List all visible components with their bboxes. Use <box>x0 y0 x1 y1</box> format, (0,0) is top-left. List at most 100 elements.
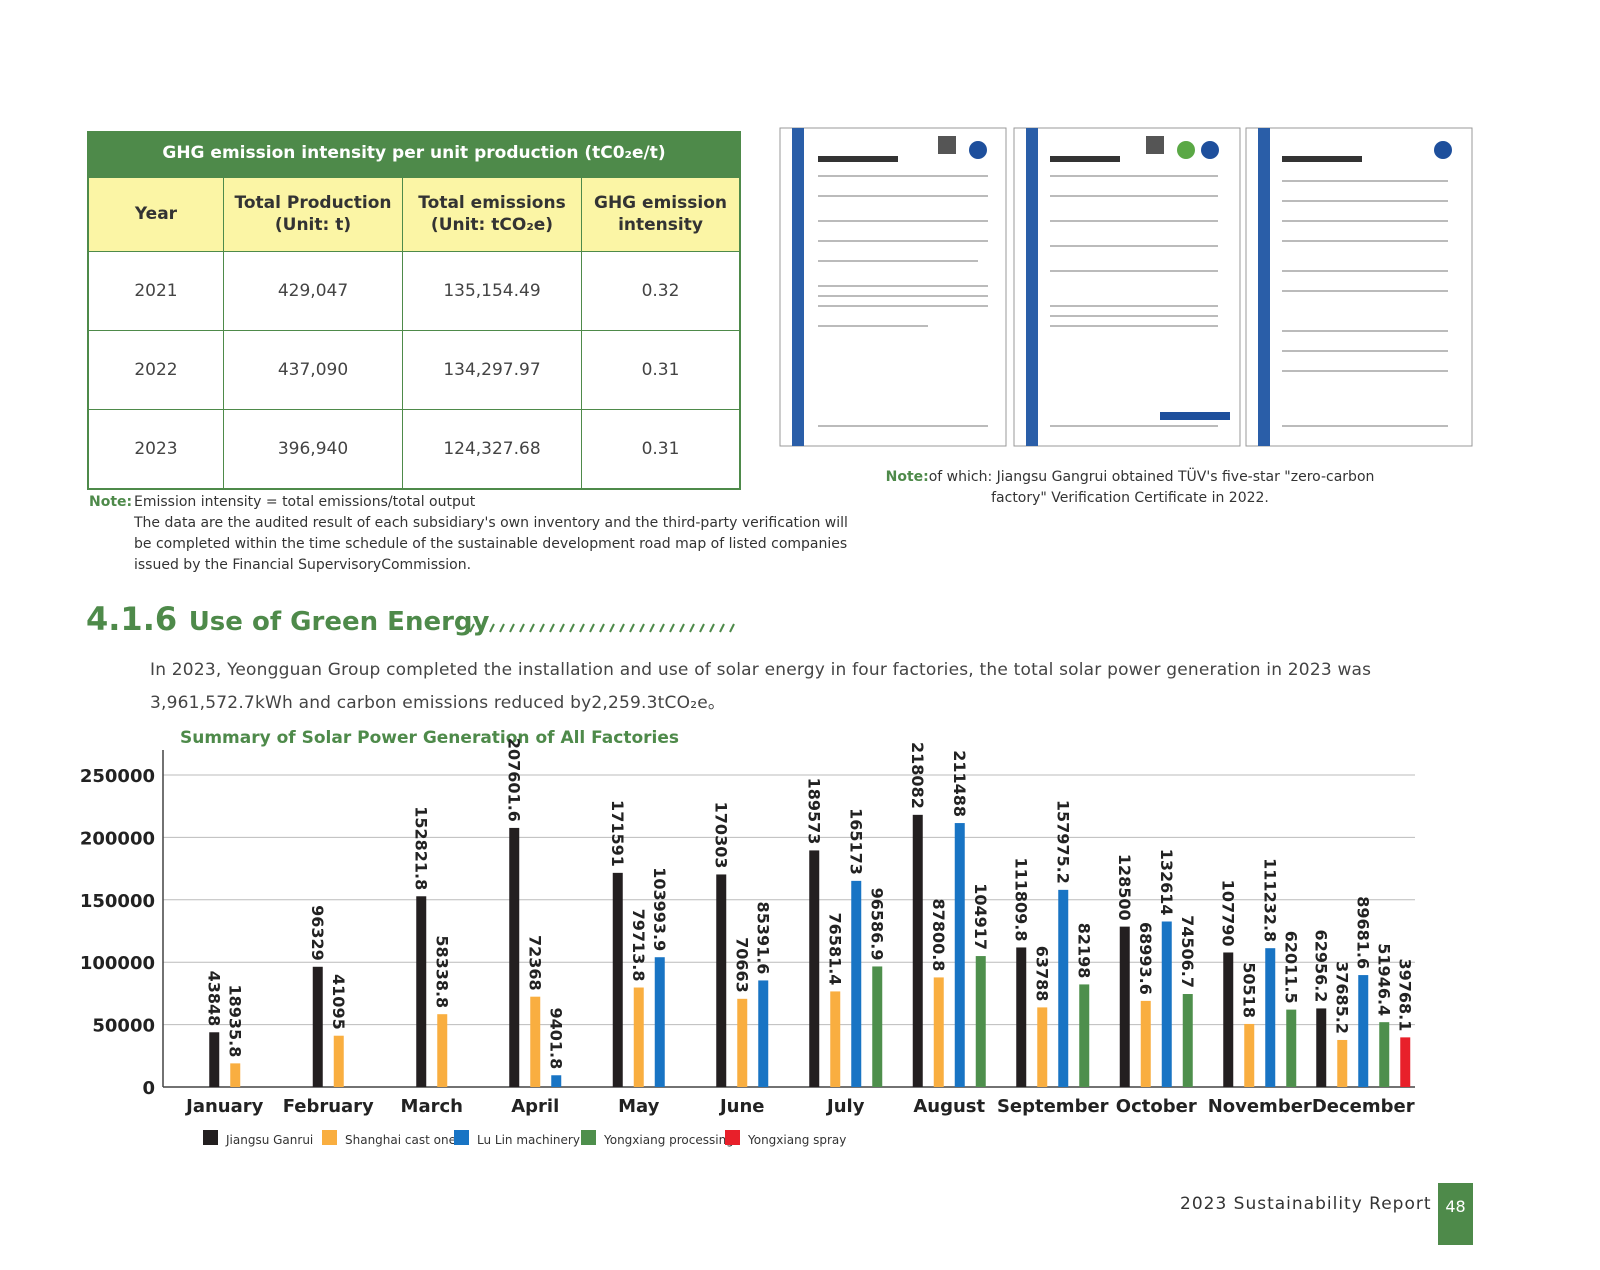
page-number: 48 <box>1438 1183 1473 1245</box>
value-label: 72368 <box>525 935 544 991</box>
note-line: Emission intensity = total emissions/tot… <box>134 494 476 510</box>
heading-decoration <box>469 623 735 633</box>
value-label: 104917 <box>971 883 990 950</box>
bar <box>633 987 644 1087</box>
value-label: 96586.9 <box>867 888 886 961</box>
bar <box>530 996 541 1087</box>
note-label: Note: <box>89 494 133 510</box>
value-label: 107790 <box>1218 880 1237 947</box>
certificates <box>779 127 1473 447</box>
cell: 0.32 <box>581 250 741 331</box>
x-tick-label: June <box>718 1096 765 1117</box>
certificate <box>1013 127 1241 447</box>
y-tick-label: 0 <box>142 1078 155 1099</box>
x-tick-label: October <box>1116 1096 1197 1117</box>
bar <box>209 1032 220 1087</box>
value-label: 157975.2 <box>1053 800 1072 884</box>
table-title: GHG emission intensity per unit producti… <box>87 131 741 176</box>
cell: 429,047 <box>223 250 403 331</box>
row: 2022 437,090 134,297.97 0.31 <box>87 329 741 410</box>
value-label: 68993.6 <box>1136 922 1155 995</box>
cell: 2021 <box>87 250 224 331</box>
x-tick-label: November <box>1208 1096 1312 1117</box>
header-cell: Total Production (Unit: t) <box>223 176 403 252</box>
value-label: 132614 <box>1157 849 1176 916</box>
value-label: 170303 <box>711 802 730 869</box>
bar <box>1244 1023 1255 1087</box>
note-line: The data are the audited result of each … <box>134 515 848 531</box>
value-label: 152821.8 <box>411 806 430 890</box>
section-title: Use of Green Energy <box>188 607 490 637</box>
value-label: 50518 <box>1239 962 1258 1018</box>
bar <box>1223 952 1234 1087</box>
value-label: 96329 <box>308 905 327 961</box>
bar <box>872 966 883 1087</box>
cell: 0.31 <box>581 329 741 410</box>
x-tick-label: April <box>511 1096 559 1117</box>
value-label: 165173 <box>846 808 865 875</box>
value-label: 211488 <box>950 750 969 817</box>
header-cell: Total emissions (Unit: tCO₂e) <box>402 176 582 252</box>
cell: 135,154.49 <box>402 250 582 331</box>
certificate <box>779 127 1007 447</box>
value-label: 41095 <box>329 974 348 1030</box>
note-line: issued by the Financial SupervisoryCommi… <box>134 557 472 573</box>
note-line: be completed within the time schedule of… <box>134 536 848 552</box>
bar <box>437 1014 448 1087</box>
cell: 124,327.68 <box>402 408 582 489</box>
bar <box>1140 1000 1151 1087</box>
bar <box>1286 1009 1297 1087</box>
bar <box>1058 889 1069 1087</box>
bar <box>851 880 862 1087</box>
bar <box>312 966 323 1087</box>
bar <box>1265 948 1276 1087</box>
chart-title: Summary of Solar Power Generation of All… <box>180 728 679 748</box>
cell: 0.31 <box>581 408 741 489</box>
value-label: 218082 <box>908 742 927 809</box>
bar <box>1119 926 1130 1087</box>
y-tick-label: 200000 <box>80 828 155 849</box>
y-tick-label: 150000 <box>80 891 155 912</box>
paragraph-line: 3,961,572.7kWh and carbon emissions redu… <box>150 693 726 713</box>
emission-table: GHG emission intensity per unit producti… <box>87 131 741 490</box>
value-label: 62011.5 <box>1281 931 1300 1004</box>
paragraph: In 2023, Yeongguan Group completed the i… <box>150 654 1371 720</box>
value-label: 51946.4 <box>1374 943 1393 1016</box>
certificate <box>1245 127 1473 447</box>
bar <box>551 1075 562 1087</box>
value-label: 103993.9 <box>650 867 669 951</box>
certificate-note: Note:of which: Jiangsu Gangrui obtained … <box>780 467 1480 509</box>
value-label: 70663 <box>732 937 751 993</box>
value-label: 111809.8 <box>1011 857 1030 941</box>
value-label: 82198 <box>1074 923 1093 979</box>
x-tick-label: December <box>1312 1096 1415 1117</box>
bar <box>1358 975 1369 1087</box>
legend-label: Yongxiang processing <box>603 1133 734 1147</box>
y-tick-label: 250000 <box>80 766 155 787</box>
bar <box>975 956 986 1087</box>
x-tick-label: March <box>401 1096 463 1117</box>
section-number: 4.1.6 <box>86 600 178 638</box>
y-tick-label: 50000 <box>92 1016 155 1037</box>
value-label: 18935.8 <box>225 984 244 1057</box>
value-label: 74506.7 <box>1178 915 1197 988</box>
cell: 134,297.97 <box>402 329 582 410</box>
x-tick-label: January <box>184 1096 263 1117</box>
cell: 396,940 <box>223 408 403 489</box>
bar <box>612 872 623 1087</box>
y-tick-label: 100000 <box>80 953 155 974</box>
value-label: 171591 <box>608 800 627 867</box>
value-label: 207601.6 <box>504 738 523 822</box>
bar <box>716 874 727 1087</box>
value-label: 111232.8 <box>1260 858 1279 942</box>
bar <box>509 827 520 1087</box>
row: 2023 396,940 124,327.68 0.31 <box>87 408 741 489</box>
x-tick-label: February <box>283 1096 374 1117</box>
note-label: Note: <box>885 469 929 485</box>
note-line: factory" Verification Certificate in 202… <box>991 490 1269 506</box>
bar <box>1316 1008 1327 1087</box>
bar <box>654 957 665 1087</box>
legend-label: Lu Lin machinery <box>477 1133 580 1147</box>
bar <box>416 896 427 1087</box>
legend-swatch <box>725 1130 740 1145</box>
